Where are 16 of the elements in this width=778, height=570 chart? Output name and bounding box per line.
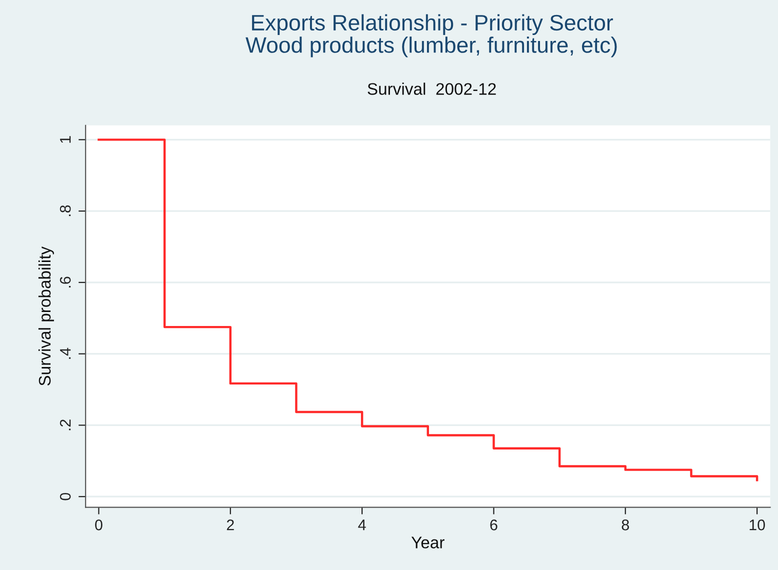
x-tick-label: 10 — [750, 520, 765, 530]
chart-subtitle: Survival 2002-12 — [368, 82, 496, 95]
x-tick-label: 2 — [226, 520, 234, 530]
y-tick-label: 0 — [60, 492, 71, 500]
x-tick-label: 8 — [622, 520, 629, 530]
y-tick-label: .2 — [60, 420, 71, 430]
y-axis-title: Survival probability — [38, 246, 54, 386]
x-tick-label: 6 — [490, 520, 498, 530]
x-tick-label: 0 — [95, 520, 102, 530]
x-axis-title: Year — [411, 536, 444, 548]
chart-title: Exports Relationship - Priority Sector Wood products (lumber, furniture, etc) — [246, 14, 617, 58]
x-tick-label: 4 — [358, 520, 366, 530]
y-tick-label: .8 — [60, 205, 71, 216]
y-tick-label: .4 — [60, 348, 71, 359]
y-tick-label: .6 — [60, 276, 71, 288]
y-tick-label: 1 — [60, 136, 71, 143]
